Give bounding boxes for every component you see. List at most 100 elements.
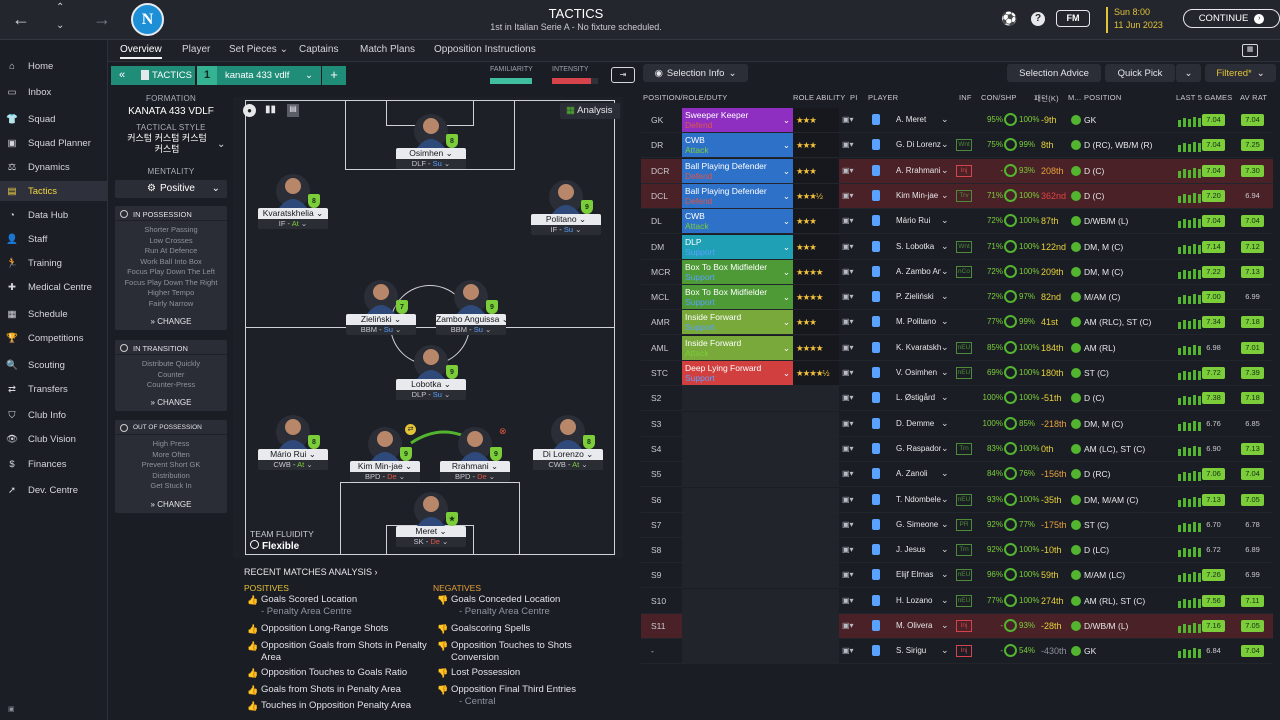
tab-player[interactable]: Player	[182, 44, 211, 55]
chevron-down-icon[interactable]: ⌄	[941, 367, 949, 377]
player-name[interactable]: M. Politano	[896, 317, 937, 327]
player-name[interactable]: H. Lozano	[896, 595, 933, 605]
position-slot[interactable]: AMR	[651, 317, 670, 328]
role-duty-selector[interactable]: Inside Forward Support ⌄	[682, 310, 793, 335]
table-row[interactable]: S4 ▣▾ G. Raspadori ⌄ Trn 83% 100% 0th AM (LC), S…	[641, 436, 1273, 462]
chevron-down-icon[interactable]: ⌄	[941, 392, 949, 403]
football-icon[interactable]: ⚽	[1001, 11, 1018, 26]
filter-button[interactable]: Filtered* ⌄	[1205, 64, 1276, 82]
player-name[interactable]: S. Lobotka	[896, 241, 935, 251]
mentality-selector[interactable]: ⚙ Positive ⌄	[115, 180, 227, 198]
sidebar-item-squad[interactable]: 👕 Squad	[0, 109, 108, 129]
sidebar-item-dev-centre[interactable]: ➚ Dev. Centre	[0, 480, 108, 500]
player-instructions-icon[interactable]: ▣▾	[842, 595, 854, 605]
player-instructions-icon[interactable]: ▣▾	[842, 342, 854, 352]
club-crest-icon[interactable]: N	[131, 3, 164, 36]
player-instructions-icon[interactable]: ▣▾	[842, 393, 854, 403]
role-duty-selector[interactable]: Box To Box Midfielder Support ⌄	[682, 259, 793, 284]
intensity-toggle[interactable]: ⇥	[611, 67, 635, 83]
back-arrow-icon[interactable]: ←	[12, 9, 30, 29]
chevron-down-icon[interactable]: ⌄	[56, 20, 65, 31]
sidebar-item-schedule[interactable]: ▦ Schedule	[0, 304, 108, 324]
chevron-down-icon[interactable]: ⌄	[941, 139, 949, 150]
chevron-down-icon[interactable]: ⌄	[941, 645, 949, 656]
player-instructions-icon[interactable]: ▣▾	[842, 115, 854, 124]
sidebar-item-data-hub[interactable]: ◔ Data Hub	[0, 205, 108, 225]
negative-item[interactable]: Lost Possession	[451, 667, 521, 678]
analysis-button[interactable]: ▦ Analysis	[560, 103, 620, 119]
sidebar-item-home[interactable]: ⌂ Home	[0, 56, 108, 76]
quick-pick-button[interactable]: Quick Pick	[1105, 64, 1175, 82]
chevron-down-icon[interactable]: ⌄	[941, 518, 949, 529]
positive-item[interactable]: Goals Scored Location	[261, 594, 358, 605]
role-duty-selector[interactable]: DLP Support ⌄	[682, 234, 793, 259]
tab-overview[interactable]: Overview	[120, 44, 162, 59]
player-instructions-icon[interactable]: ▣▾	[842, 519, 854, 529]
player-name[interactable]: Mário Rui	[896, 216, 931, 226]
player-name[interactable]: S. Sirigu	[896, 646, 927, 656]
player-instructions-icon[interactable]: ▣▾	[842, 443, 854, 453]
chevron-down-icon[interactable]: ⌄	[941, 189, 949, 200]
role-duty-selector[interactable]: CWB Attack ⌄	[682, 209, 793, 234]
chevron-down-icon[interactable]: ⌄	[941, 569, 949, 580]
table-row[interactable]: S6 ▣▾ T. Ndombele ⌄ nEU 93% 100% -35th DM, M/AM …	[641, 487, 1273, 513]
role-duty-selector[interactable]: Inside Forward Attack ⌄	[682, 335, 793, 360]
player-name[interactable]: G. Raspadori	[896, 443, 941, 453]
positive-item[interactable]: Touches in Opposition Penalty Area	[261, 700, 411, 711]
chevron-down-icon[interactable]: ⌄	[941, 493, 949, 504]
tab-set-pieces[interactable]: Set Pieces ⌄	[229, 44, 288, 55]
role-duty-selector[interactable]: Ball Playing Defender Defend ⌄	[682, 183, 793, 208]
position-slot[interactable]: MCL	[651, 292, 669, 303]
player-instructions-icon[interactable]: ▣▾	[842, 646, 854, 656]
help-icon[interactable]: ?	[1031, 12, 1045, 26]
fm-menu-button[interactable]: FM	[1056, 10, 1090, 27]
player-name[interactable]: A. Zanoli	[896, 469, 928, 479]
player-name[interactable]: D. Demme	[896, 418, 935, 428]
table-row[interactable]: - ▣▾ S. Sirigu ⌄ Inj - 54% -430th GK 6.84 7.04	[641, 639, 1273, 665]
table-row[interactable]: AMR Inside Forward Support ⌄ ★★★ ▣▾ M. Politan…	[641, 310, 1273, 336]
table-row[interactable]: MCR Box To Box Midfielder Support ⌄ ★★★★ ▣▾ A.…	[641, 259, 1273, 285]
chevron-down-icon[interactable]: ⌄	[941, 114, 949, 124]
negative-item[interactable]: Opposition Touches to Shots Conversion	[451, 640, 572, 663]
negative-item[interactable]: Goals Conceded Location	[451, 594, 561, 605]
player-instructions-icon[interactable]: ▣▾	[842, 216, 854, 226]
player-instructions-icon[interactable]: ▣▾	[842, 292, 854, 302]
tactic-selector[interactable]: kanata 433 vdlf ⌄	[217, 66, 321, 85]
chevron-down-icon[interactable]: ⌄	[941, 544, 949, 555]
add-tactic-button[interactable]: +	[322, 66, 346, 85]
positive-item[interactable]: Goals from Shots in Penalty Area	[261, 684, 401, 695]
selection-advice-button[interactable]: Selection Advice	[1007, 64, 1101, 82]
player-name[interactable]: A. Zambo Anguissa	[896, 266, 941, 276]
col-player[interactable]: PLAYER	[868, 93, 899, 102]
player-name[interactable]: T. Ndombele	[896, 494, 941, 504]
chevron-down-icon[interactable]: ⌄	[941, 265, 949, 276]
tab-captains[interactable]: Captains	[299, 44, 339, 55]
col-role-ability[interactable]: ROLE ABILITY	[793, 93, 846, 102]
continue-button[interactable]: CONTINUE ›	[1183, 9, 1280, 28]
col-inf[interactable]: INF	[959, 93, 972, 102]
table-row[interactable]: S3 ▣▾ D. Demme ⌄ 100% 85% -218th DM, M (C) 6.76 6…	[641, 411, 1273, 437]
position-slot[interactable]: AML	[651, 342, 669, 353]
table-row[interactable]: S9 ▣▾ Elijf Elmas ⌄ nEU 96% 100% 59th M/AM (LC) 7…	[641, 563, 1273, 589]
tab-opposition-instructions[interactable]: Opposition Instructions	[434, 44, 536, 55]
role-duty-selector[interactable]: Ball Playing Defender Defend ⌄	[682, 158, 793, 183]
position-slot[interactable]: DM	[651, 241, 665, 252]
chevron-down-icon[interactable]: ⌄	[941, 442, 949, 453]
table-row[interactable]: S11 ▣▾ M. Olivera ⌄ Inj - 93% -28th D/WB/M (L) 7.…	[641, 614, 1273, 639]
tactic-slot[interactable]: 1	[197, 66, 217, 85]
position-slot[interactable]: S11	[651, 621, 666, 631]
tactical-style[interactable]: 커스텀 커스텀 커스텀 커스텀	[127, 133, 207, 154]
player-instructions-icon[interactable]: ▣▾	[842, 140, 854, 150]
col-pi[interactable]: PI	[850, 93, 858, 102]
negative-item[interactable]: Goalscoring Spells	[451, 623, 531, 634]
table-row[interactable]: S8 ▣▾ J. Jesus ⌄ Trn 92% 100% -10th D (LC) 6.72 6.…	[641, 538, 1273, 564]
chart-icon[interactable]: ▮▮	[265, 104, 277, 115]
position-slot[interactable]: S9	[651, 570, 662, 581]
change-out-of-possession-button[interactable]: » CHANGE	[150, 500, 192, 509]
player-name[interactable]: Elijf Elmas	[896, 570, 934, 580]
position-slot[interactable]: DCR	[651, 165, 670, 176]
table-row[interactable]: S2 ▣▾ L. Østigård ⌄ 100% 100% -51th D (C) 7.38 7.…	[641, 386, 1273, 412]
player-instructions-icon[interactable]: ▣▾	[842, 190, 854, 200]
sidebar-item-transfers[interactable]: ⇄ Transfers	[0, 379, 108, 399]
position-slot[interactable]: -	[651, 646, 654, 657]
